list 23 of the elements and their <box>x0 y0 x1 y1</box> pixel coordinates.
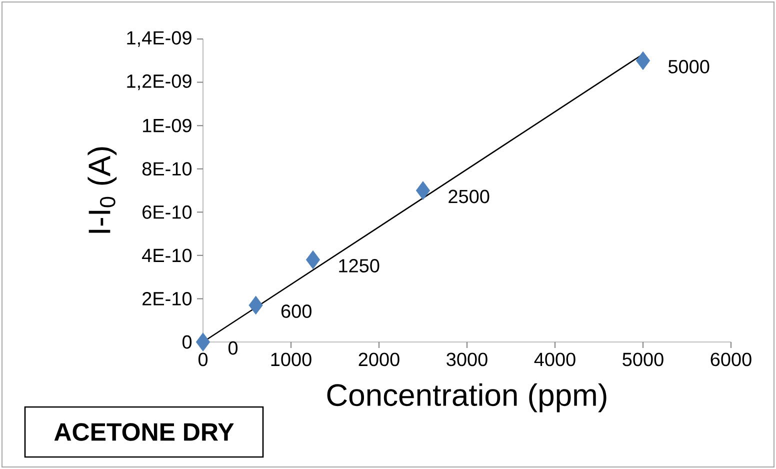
x-tick-label: 5000 <box>622 352 664 366</box>
annotation: 5000 <box>668 60 710 74</box>
x-axis-title: Concentration (ppm) <box>327 383 606 412</box>
y-tick-label: 0 <box>182 335 192 349</box>
x-tick-label: 6000 <box>710 352 752 366</box>
x-tick-label: 1000 <box>271 352 312 366</box>
text: ACETONE DRY <box>54 423 234 441</box>
x-tick-label: 3000 <box>446 352 488 366</box>
y-tick-label: 1E-09 <box>143 118 192 132</box>
annotation: 600 <box>281 304 312 318</box>
annotation: 1250 <box>339 259 380 272</box>
x-tick-label: 0 <box>198 352 208 366</box>
annotation: 0 <box>228 341 238 355</box>
y-tick-label: 1,2E-09 <box>127 74 192 90</box>
y-tick-label: 2E-10 <box>142 292 192 306</box>
annotation: 2500 <box>448 190 490 204</box>
x-tick-label: 4000 <box>534 352 576 366</box>
y-tick-label: 1,4E-09 <box>127 31 192 47</box>
y-tick-label: 4E-10 <box>142 248 192 262</box>
y-axis-title: I-I$_{0}$ (A) <box>88 147 117 233</box>
y-tick-label: 8E-10 <box>142 162 192 176</box>
y-tick-label: 6E-10 <box>142 205 192 219</box>
x-tick-label: 2000 <box>358 352 400 366</box>
